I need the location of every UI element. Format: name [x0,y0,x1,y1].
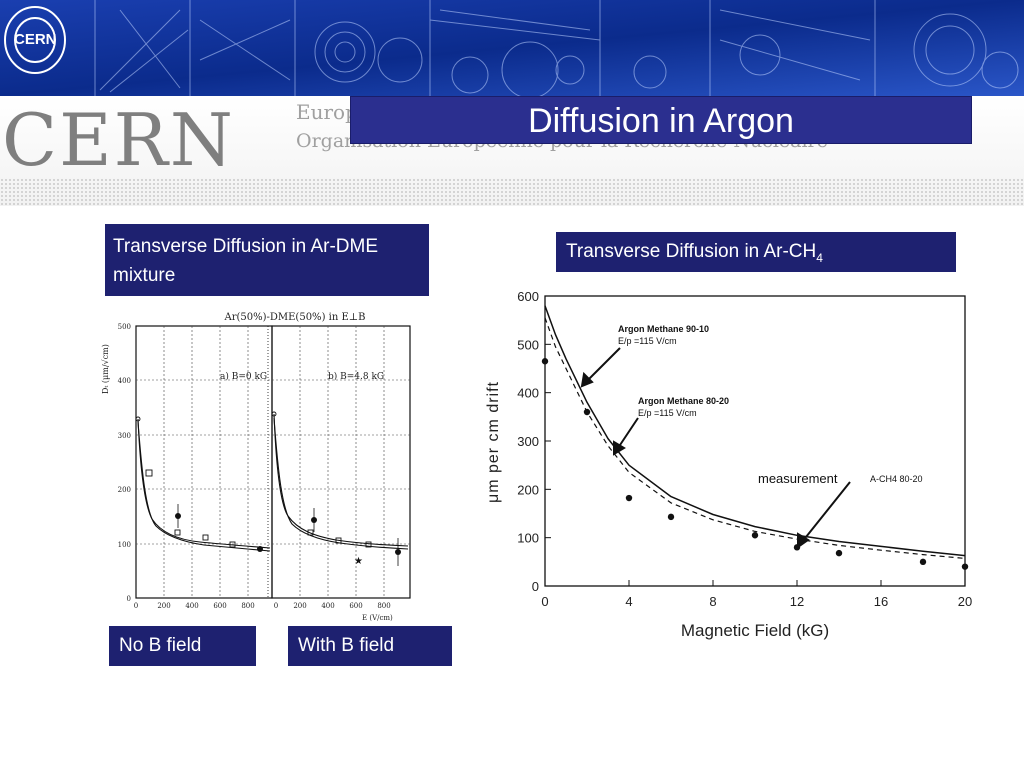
measurement-point [961,563,969,570]
left-ytick-500: 500 [118,323,131,331]
chart-xtick-label: 12 [790,594,804,609]
banner-cern-logo-text: CERN [14,31,57,48]
panel-b-star-marker: ★ [354,556,363,567]
measurement-point [541,358,549,365]
banner-graphic [0,0,1024,96]
slide-title-text: Diffusion in Argon [528,102,794,140]
left-xtick-a-0: 0 [134,602,138,610]
left-xtick-b-0: 0 [274,602,278,610]
arrow-8020 [617,417,639,449]
left-caption-text: Transverse Diffusion in Ar-DME mixture [113,236,379,286]
measurement-point [667,513,675,521]
panel-a-marker [174,529,181,536]
measurement-point [625,494,633,502]
arrow-9010-head [580,371,594,388]
panel-a-curve-1 [137,418,271,549]
label-with-b-field: With B field [288,626,452,666]
panel-b-marker [365,541,372,548]
label-no-b-field: No B field [109,626,256,666]
dot-pattern [0,178,1024,206]
left-frame-b [271,325,411,599]
left-ylabel: Dₜ (μm/√cm) [101,344,110,394]
panel-a-marker [145,469,153,477]
annotation-8020-ep: E/p =115 V/cm [638,408,697,418]
left-xtick-a-800: 800 [241,602,254,610]
chart-xtick-label: 16 [874,594,888,609]
annotation-measurement: measurement [758,471,838,486]
left-xtick-a-400: 400 [185,602,198,610]
left-figure: Ar(50%)-DME(50%) in E⊥B a) B=0 kG b) B=4… [100,304,420,626]
measurement-point [835,549,843,557]
measurement-point [751,532,759,539]
left-ytick-300: 300 [118,432,131,440]
arrow-8020-head [613,440,626,456]
panel-a-label: a) B=0 kG [220,371,267,382]
left-xtick-b-400: 400 [321,602,334,610]
left-ytick-0: 0 [127,595,131,603]
label-no-b-field-text: No B field [119,635,202,656]
left-caption: Transverse Diffusion in Ar-DME mixture [105,224,429,296]
left-xtick-b-600: 600 [349,602,362,610]
arrow-measurement-head [797,532,810,549]
chart-ytick-label: 400 [517,386,539,401]
measurement-point [919,558,927,566]
chart-ytick-label: 100 [517,531,539,546]
panel-b-marker [335,537,342,544]
label-with-b-field-text: With B field [298,635,395,656]
chart-ytick-label: 200 [517,482,539,497]
right-caption: Transverse Diffusion in Ar-CH4 [556,232,956,272]
left-xlabel: E (V/cm) [362,614,393,622]
slide-title: Diffusion in Argon [350,96,972,144]
series-line-9010 [544,305,966,557]
panel-b-marker [271,411,277,417]
chart-xtick-label: 20 [958,594,972,609]
chart-xtick-label: 0 [541,594,548,609]
right-caption-text: Transverse Diffusion in Ar-CH [566,241,817,262]
annotation-9010-ep: E/p =115 V/cm [618,336,677,346]
panel-a-marker [257,546,263,552]
header-banner: CERN [0,0,1024,96]
left-xtick-b-200: 200 [293,602,306,610]
panel-a-marker [202,534,209,541]
chart-xtick-label: 8 [709,594,716,609]
cern-logo-text: CERN [2,98,235,182]
panel-b-curve-1 [273,413,409,547]
annotation-9010: Argon Methane 90-10 [618,324,709,334]
chart-xtick-label: 4 [625,594,632,609]
left-ytick-400: 400 [118,377,131,385]
right-caption-sub: 4 [816,250,823,265]
arrow-measurement [801,481,851,543]
chart-xlabel: Magnetic Field (kG) [681,621,829,640]
chart-ytick-label: 0 [532,579,539,594]
left-ytick-100: 100 [118,541,131,549]
chart-ytick-label: 500 [517,337,539,352]
panel-a-marker [229,541,236,548]
panel-a-marker [135,416,141,422]
panel-b-curve-2 [273,417,409,550]
left-xtick-a-600: 600 [213,602,226,610]
left-xtick-a-200: 200 [157,602,170,610]
chart-ytick-label: 300 [517,434,539,449]
org-line-1: Europ [296,100,358,124]
arrow-9010 [585,347,621,383]
left-figure-title: Ar(50%)-DME(50%) in E⊥B [223,312,365,323]
left-ytick-200: 200 [118,486,131,494]
left-xtick-b-800: 800 [377,602,390,610]
panel-b-label: b) B=4.8 kG [328,371,384,382]
panel-b-marker [307,529,314,536]
annotation-ach4: A-CH4 80-20 [870,474,923,484]
chart-ylabel: μm per cm drift [485,381,502,503]
annotation-8020: Argon Methane 80-20 [638,396,729,406]
panel-a-curve-2 [137,421,271,552]
left-grid [136,326,410,598]
measurement-point [583,408,591,416]
diffusion-chart: 0 100 200 300 400 500 600 0 4 8 12 16 20 μm per cm … [480,282,990,644]
chart-ytick-label: 600 [517,289,539,304]
